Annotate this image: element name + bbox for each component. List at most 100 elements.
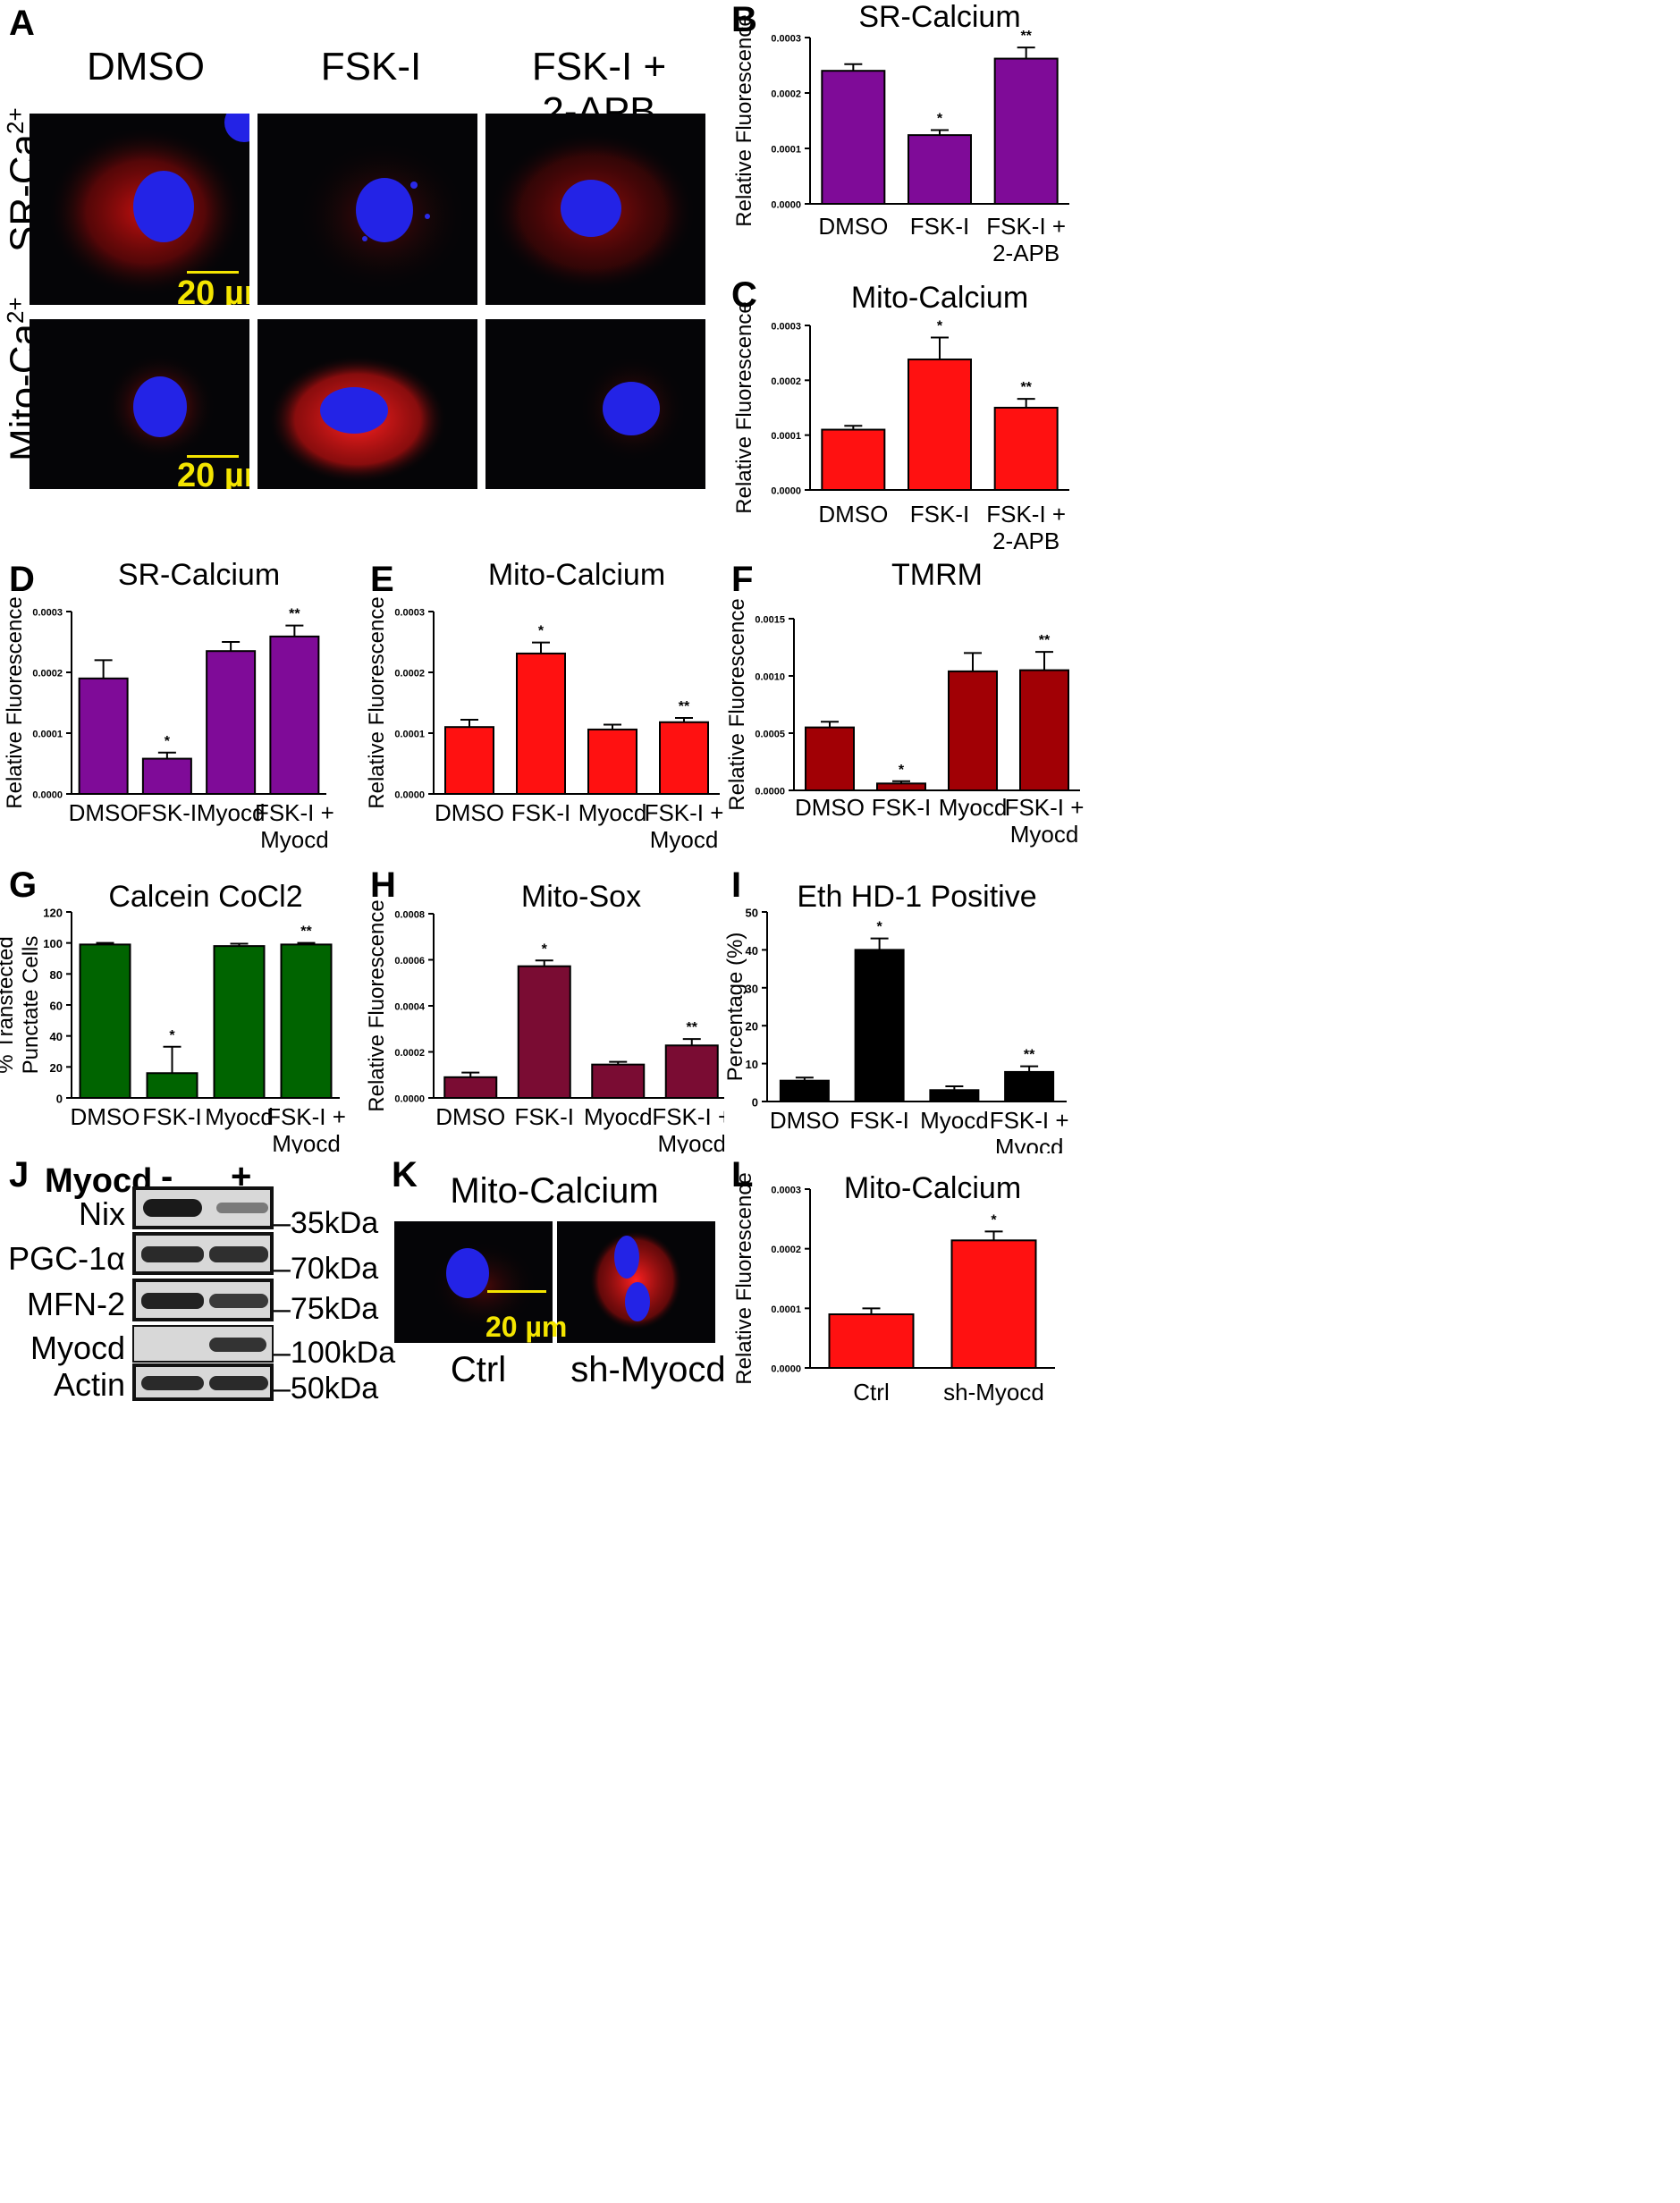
significance-mark: * — [877, 920, 883, 935]
y-tick-label: 0.0000 — [771, 486, 801, 497]
y-tick-label: 50 — [746, 907, 758, 920]
chart-title: Mito-Calcium — [844, 1171, 1021, 1205]
kda-pgc: –70kDa — [274, 1252, 379, 1286]
bar — [908, 359, 972, 491]
cell-image — [430, 1241, 537, 1330]
scale-label: 20 µm — [177, 274, 249, 305]
x-tick-label: FSK-I + — [990, 1107, 1069, 1134]
panel-label-j: J — [9, 1155, 30, 1194]
band — [141, 1376, 204, 1390]
x-tick-label: DMSO — [795, 794, 865, 821]
y-axis-label: Punctate Cells — [19, 936, 43, 1075]
chart-c: Mito-Calcium Relative Fluorescence 0.0000 0… — [732, 283, 1069, 554]
y-tick-label: 0.0002 — [394, 669, 425, 679]
bar — [664, 1044, 719, 1099]
panel-k-title: Mito-Calcium — [450, 1171, 659, 1211]
y-tick-label: 0.0008 — [394, 910, 425, 921]
x-tick-label: 2-APB — [992, 528, 1059, 554]
band — [209, 1246, 268, 1262]
band-name-myocd: Myocd — [30, 1329, 125, 1366]
bar — [141, 757, 192, 795]
panel-label-h: H — [370, 865, 396, 905]
band — [141, 1246, 204, 1262]
x-tick-label: sh-Myocd — [943, 1379, 1044, 1405]
cell-image — [268, 355, 447, 484]
x-tick-label: FSK-I — [511, 799, 570, 826]
bar — [1004, 1070, 1055, 1102]
bar — [78, 677, 129, 795]
blot-mfn2 — [132, 1279, 274, 1321]
bar — [950, 1239, 1037, 1370]
x-tick-label: DMSO — [69, 799, 139, 826]
y-axis-label: Relative Fluorescence — [732, 14, 756, 226]
significance-mark: ** — [289, 607, 300, 622]
blot-nix — [132, 1186, 274, 1229]
y-tick-label: 40 — [746, 944, 758, 958]
chart-title: SR-Calcium — [858, 0, 1020, 34]
x-tick-label: FSK-I — [138, 799, 197, 826]
bar — [443, 1076, 498, 1099]
significance-mark: * — [165, 734, 171, 749]
x-tick-label: Myocd — [578, 799, 647, 826]
bar — [79, 943, 131, 1100]
y-tick-label: 0.0001 — [771, 1304, 801, 1315]
x-tick-label: DMSO — [818, 501, 888, 528]
x-tick-label: FSK-I — [142, 1103, 201, 1130]
col-title-dmso: DMSO — [87, 45, 205, 89]
x-tick-label: Myocd — [1010, 821, 1079, 848]
y-tick-label: 0.0005 — [755, 730, 785, 740]
y-tick-label: 0.0010 — [755, 672, 785, 683]
y-axis-label: Relative Fluorescence — [732, 1172, 756, 1384]
y-axis-label: Relative Fluorescence — [732, 301, 756, 513]
y-tick-label: 100 — [43, 937, 63, 950]
bar — [854, 949, 905, 1103]
chart-l: Mito-Calcium Relative Fluorescence 0.0000 0… — [732, 1171, 1055, 1405]
x-tick-label: FSK-I + — [986, 213, 1066, 240]
band — [209, 1338, 266, 1352]
bar — [821, 428, 886, 492]
y-tick-label: 0.0000 — [771, 1364, 801, 1375]
bar — [587, 728, 637, 795]
significance-mark: * — [937, 112, 943, 127]
y-tick-label: 0.0002 — [394, 1048, 425, 1059]
cell-image — [47, 114, 249, 297]
x-tick-label: FSK-I + — [255, 799, 334, 826]
y-axis-label: % Transfected — [0, 936, 18, 1073]
y-tick-label: 0 — [752, 1096, 758, 1110]
cell-image — [298, 140, 468, 292]
panel-label-a: A — [9, 4, 35, 43]
bar — [516, 652, 566, 795]
micrograph-k-shmyocd — [557, 1221, 715, 1343]
chart-title: Mito-Calcium — [851, 283, 1028, 315]
y-tick-label: 60 — [50, 1000, 63, 1013]
blot-actin — [132, 1363, 274, 1401]
cell-image — [105, 353, 215, 460]
scale-bar — [187, 455, 239, 458]
panel-label-d: D — [9, 560, 35, 599]
bar — [876, 782, 926, 792]
bar — [146, 1072, 198, 1099]
significance-mark: ** — [1039, 633, 1051, 648]
y-tick-label: 0 — [56, 1093, 63, 1106]
y-tick-label: 0.0000 — [32, 790, 63, 801]
y-tick-label: 0.0002 — [771, 89, 801, 100]
significance-mark: * — [937, 318, 943, 333]
bar — [779, 1079, 830, 1102]
y-tick-label: 20 — [50, 1061, 63, 1075]
micrograph-sr-fski — [257, 114, 477, 305]
chart-i: Eth HD-1 Positive Percentage (%) 0 10 20 30 40… — [723, 880, 1069, 1153]
band — [141, 1293, 204, 1309]
y-tick-label: 20 — [746, 1020, 758, 1034]
band — [209, 1294, 268, 1308]
panel-label-g: G — [9, 865, 38, 905]
x-tick-label: Myocd — [272, 1130, 341, 1153]
kda-actin: –50kDa — [274, 1372, 379, 1405]
panel-label-b: B — [731, 0, 757, 39]
y-tick-label: 0.0003 — [394, 608, 425, 619]
significance-mark: ** — [300, 924, 312, 940]
kda-myocd: –100kDa — [274, 1336, 396, 1370]
x-tick-label: Myocd — [260, 826, 329, 853]
significance-mark: * — [899, 763, 905, 778]
blot-myocd — [132, 1325, 274, 1363]
x-tick-label: Myocd — [650, 826, 719, 853]
